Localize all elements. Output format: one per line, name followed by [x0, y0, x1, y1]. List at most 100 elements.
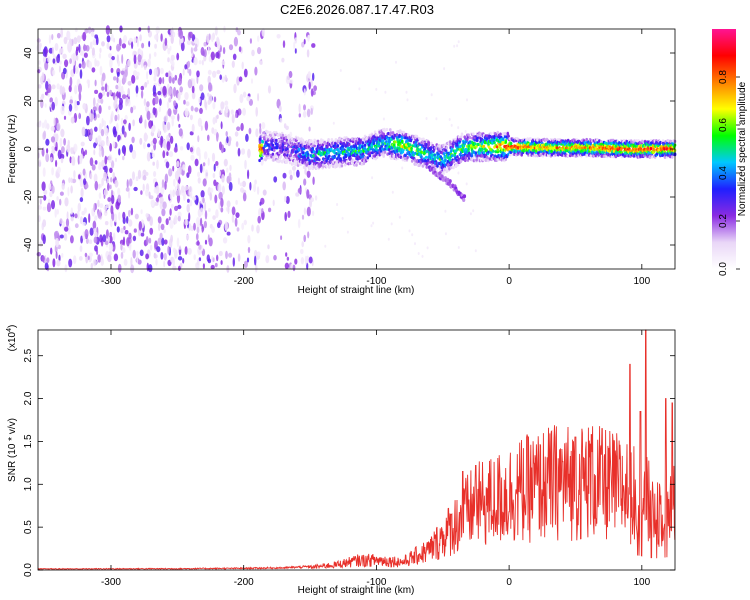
spectrogram-noise-cell — [184, 219, 189, 226]
spectrogram-noise-cell — [307, 35, 311, 40]
snr-y-tick-label: 0.5 — [23, 520, 34, 534]
spectrogram-signal-cell — [509, 150, 513, 154]
spectrogram-signal-cell — [285, 141, 289, 145]
spectrogram-signal-cell — [434, 146, 437, 150]
spectrogram-noise-cell — [163, 239, 168, 245]
spectrogram-signal-cell — [296, 142, 299, 146]
spectrogram-noise-cell — [255, 128, 259, 138]
spectrogram-signal-cell — [456, 155, 459, 159]
spectrogram-noise-cell — [109, 119, 112, 125]
spectrogram-noise-cell — [70, 116, 75, 124]
spectrogram-signal-cell — [459, 144, 463, 149]
spectrogram-noise-cell — [167, 245, 170, 255]
spectrogram-signal-cell — [545, 143, 548, 147]
spectrogram-noise-cell — [117, 263, 122, 273]
spectrogram-signal-cell — [406, 155, 409, 159]
spectrogram-noise-cell — [70, 207, 74, 215]
spectrogram-signal-cell — [307, 145, 311, 149]
spectrogram-noise-cell — [174, 205, 179, 212]
spectrogram-signal-cell — [474, 142, 477, 146]
spectrogram-signal-cell — [274, 138, 278, 142]
spectrogram-noise-cell — [213, 96, 217, 103]
spectrogram-noise-cell — [162, 150, 166, 159]
spectrogram-noise-cell — [89, 227, 94, 236]
spectrogram-noise-cell — [48, 198, 51, 204]
spectrogram-noise-cell — [123, 35, 128, 43]
spectrogram-noise-cell — [128, 209, 131, 217]
spectrogram-signal-cell — [535, 149, 538, 153]
spectrogram-signal-cell — [308, 166, 312, 170]
spectrogram-noise-cell — [171, 60, 175, 67]
spectrogram-noise-cell — [109, 218, 113, 228]
spectrogram-noise-cell — [155, 26, 160, 34]
spectrogram-noise-cell — [123, 225, 126, 231]
spectrogram-noise-cell — [281, 57, 285, 63]
spectrogram-noise-cell — [82, 31, 87, 42]
spectrogram-noise-cell — [102, 90, 106, 97]
spectrogram-signal-cell — [416, 138, 419, 142]
spectrogram-noise-cell — [199, 84, 204, 92]
spectrogram-signal-cell — [422, 137, 425, 141]
spectrogram-noise-cell — [308, 81, 311, 90]
spectrogram-noise-cell — [98, 105, 102, 114]
spectrogram-noise-cell — [177, 211, 182, 218]
spectrogram-noise-cell — [224, 74, 227, 82]
spectrogram-noise-cell — [173, 178, 176, 187]
spectrogram-noise-cell — [108, 53, 113, 59]
spectrogram-noise-cell — [57, 149, 62, 160]
spectrogram-signal-cell — [303, 141, 307, 145]
spectrogram-signal-cell — [347, 152, 351, 156]
spectrogram-signal-cell — [506, 131, 510, 136]
spectrogram-noise-cell — [237, 177, 240, 185]
spectrogram-noise-cell — [226, 231, 231, 236]
spectrogram-noise-cell — [239, 93, 244, 104]
spectrogram-noise-cell — [144, 81, 148, 88]
spectrogram-noise-cell — [207, 75, 211, 85]
spectrogram-noise-cell — [121, 94, 127, 99]
spectrogram-noise-cell — [108, 154, 113, 164]
spectrogram-noise-cell — [116, 43, 121, 52]
spectrogram-noise-cell — [70, 147, 74, 155]
spectrogram-noise-cell — [200, 125, 203, 131]
spectrogram-noise-cell — [259, 201, 262, 206]
spectrogram-noise-cell — [242, 192, 247, 202]
spectrogram-noise-cell — [294, 48, 297, 54]
spectrogram-noise-cell — [153, 67, 158, 77]
spectrogram-noise-cell — [91, 113, 95, 120]
spectrogram-noise-cell — [50, 136, 56, 143]
spectrogram-noise-cell — [147, 58, 151, 68]
spectrogram-noise-cell — [306, 189, 310, 199]
spectrogram-noise-cell — [153, 253, 158, 259]
spectrogram-noise-cell — [90, 262, 94, 270]
spectrogram-noise-cell — [176, 182, 180, 190]
spectrogram-noise-cell — [235, 141, 239, 148]
snr-x-tick-label: 100 — [633, 577, 650, 588]
spectrogram-signal-cell — [499, 142, 502, 147]
spectrogram-noise-cell — [62, 53, 67, 59]
spectrogram-noise-cell — [132, 235, 137, 242]
spectrogram-noise-cell — [143, 142, 146, 150]
colorbar-tick-label: 0.6 — [718, 118, 729, 132]
spectrogram-signal-cell — [671, 155, 674, 159]
spectrogram-noise-cell — [94, 160, 98, 165]
spectrogram-noise-cell — [41, 122, 45, 129]
spectrogram-signal-cell — [293, 159, 297, 164]
spectrogram-noise-cell — [140, 85, 144, 91]
spectrogram-noise-cell — [202, 178, 207, 187]
spectrogram-noise-cell — [294, 258, 298, 265]
spectrogram-noise-cell — [191, 85, 195, 94]
spectrogram-signal-cell — [442, 152, 446, 156]
spectrogram-signal-cell — [467, 133, 470, 137]
spectrogram-noise-cell — [254, 263, 258, 273]
spectrogram-noise-cell — [120, 70, 125, 76]
snr-background — [38, 330, 675, 570]
spectrogram-signal-cell — [444, 163, 447, 167]
spectrogram-signal-cell — [470, 144, 473, 148]
spectrogram-y-tick-label: -40 — [23, 237, 34, 252]
spectrogram-noise-cell — [82, 103, 87, 110]
spectrogram-signal-cell — [407, 133, 410, 137]
spectrogram-noise-cell — [63, 233, 68, 241]
spectrogram-noise-cell — [79, 69, 83, 79]
spectrogram-noise-cell — [203, 220, 207, 229]
